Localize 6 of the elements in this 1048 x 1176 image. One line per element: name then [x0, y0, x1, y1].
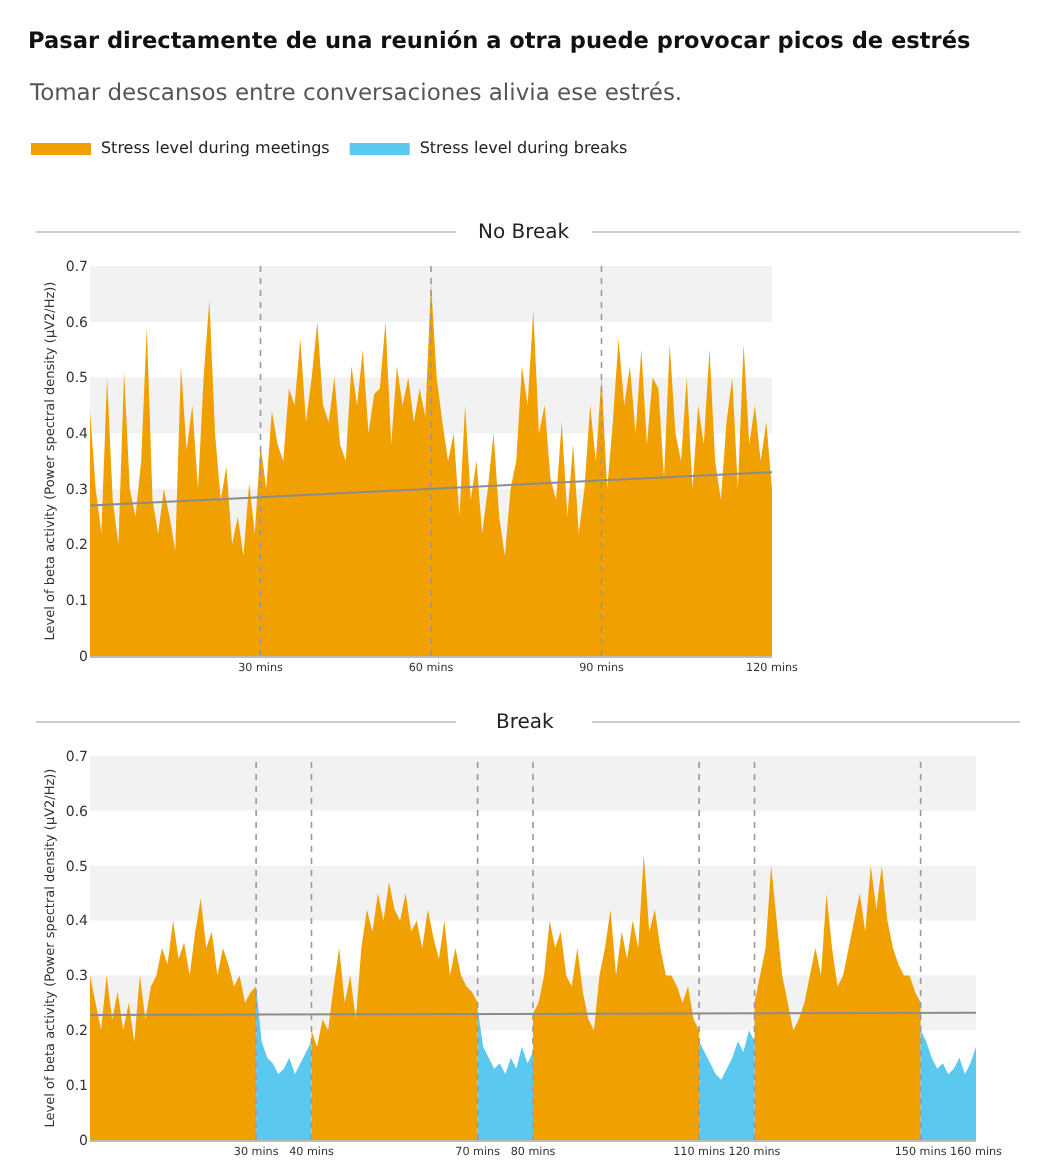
text: Tomar descansos entre conversaciones alivia ese estrés.	[28, 78, 683, 106]
text: Pasar directamente de una reunión a otra puede provocar picos de estrés	[28, 28, 972, 54]
legend-label: Stress level during meetings	[100, 139, 330, 158]
chart-title: No Break	[478, 222, 570, 244]
legend-label: Stress level during breaks	[419, 139, 628, 158]
chart-title: Break	[496, 712, 555, 734]
